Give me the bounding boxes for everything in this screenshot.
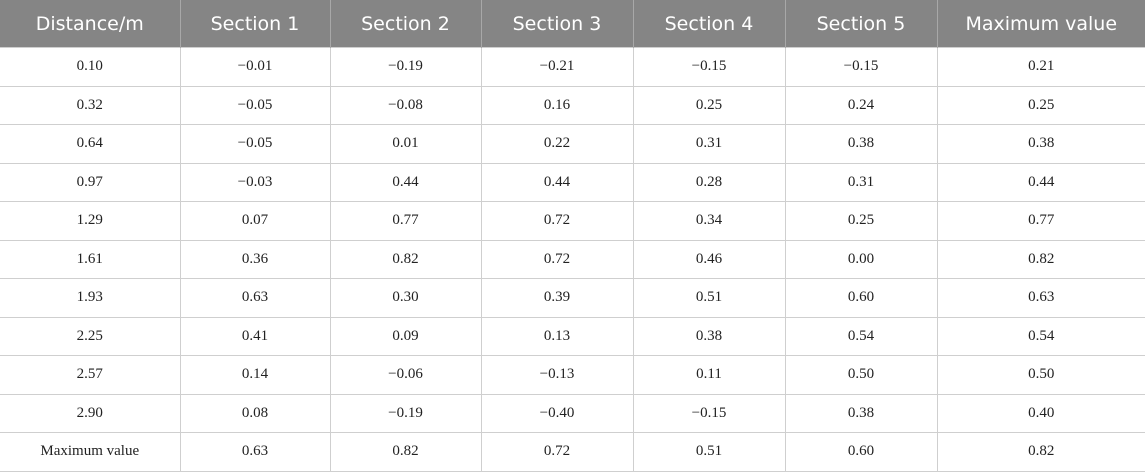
table-cell: 0.38	[936, 124, 1145, 164]
table-cell: 0.72	[480, 432, 634, 472]
table-cell: 0.25	[784, 201, 938, 241]
table-cell: 2.57	[0, 355, 181, 395]
table-cell: −0.13	[480, 355, 634, 395]
table-cell: 0.38	[632, 316, 786, 356]
table-row: 2.25 0.41 0.09 0.13 0.38 0.54 0.54	[0, 316, 1145, 356]
table-cell: 0.46	[632, 239, 786, 279]
table-cell: 1.61	[0, 239, 181, 279]
table-cell: 1.29	[0, 201, 181, 241]
table-cell: 0.60	[784, 278, 938, 318]
table-cell: 0.63	[179, 278, 331, 318]
table-cell: 0.13	[480, 316, 634, 356]
table-cell: 0.01	[329, 124, 482, 164]
table-cell: 0.08	[179, 393, 331, 433]
header-cell: Distance/m	[0, 0, 181, 48]
table-cell: 0.63	[179, 432, 331, 472]
table-cell: 0.63	[936, 278, 1145, 318]
table-cell: 0.24	[784, 85, 938, 125]
table-cell: 0.54	[936, 316, 1145, 356]
table-cell: −0.15	[784, 47, 938, 87]
table-cell: 0.22	[480, 124, 634, 164]
table-cell: 0.72	[480, 239, 634, 279]
table-cell: 0.82	[936, 432, 1145, 472]
table-cell: 0.14	[179, 355, 331, 395]
table-cell: 0.51	[632, 432, 786, 472]
table-cell: 0.25	[936, 85, 1145, 125]
table-row: 1.29 0.07 0.77 0.72 0.34 0.25 0.77	[0, 201, 1145, 241]
table-cell: 0.00	[784, 239, 938, 279]
table-cell: 0.50	[936, 355, 1145, 395]
table-cell: 0.38	[784, 124, 938, 164]
table-row: 1.93 0.63 0.30 0.39 0.51 0.60 0.63	[0, 278, 1145, 318]
table-cell: 0.44	[480, 162, 634, 202]
table-cell: −0.21	[480, 47, 634, 87]
table-cell: 0.40	[936, 393, 1145, 433]
table-cell: 2.90	[0, 393, 181, 433]
header-cell: Section 5	[785, 0, 938, 48]
table-cell: −0.19	[329, 47, 482, 87]
table-cell: 0.82	[936, 239, 1145, 279]
table-cell: 0.30	[329, 278, 482, 318]
table-cell: 0.10	[0, 47, 181, 87]
header-cell: Section 2	[330, 0, 482, 48]
table-row: 0.64 −0.05 0.01 0.22 0.31 0.38 0.38	[0, 124, 1145, 164]
table-row: 0.32 −0.05 −0.08 0.16 0.25 0.24 0.25	[0, 85, 1145, 125]
header-cell: Section 3	[481, 0, 634, 48]
table-cell: 0.32	[0, 85, 181, 125]
table-row: Maximum value 0.63 0.82 0.72 0.51 0.60 0.82	[0, 432, 1145, 472]
table-cell: 0.25	[632, 85, 786, 125]
table-cell: 0.28	[632, 162, 786, 202]
table-cell: −0.40	[480, 393, 634, 433]
table-cell: 0.38	[784, 393, 938, 433]
table-cell: 0.51	[632, 278, 786, 318]
table-cell: 0.39	[480, 278, 634, 318]
table-cell: −0.01	[179, 47, 331, 87]
table-row: 1.61 0.36 0.82 0.72 0.46 0.00 0.82	[0, 239, 1145, 279]
table-cell: 0.11	[632, 355, 786, 395]
table-cell: 0.82	[329, 239, 482, 279]
table-cell: 0.41	[179, 316, 331, 356]
table-cell: 1.93	[0, 278, 181, 318]
header-cell: Section 1	[180, 0, 331, 48]
table-cell: 0.77	[329, 201, 482, 241]
table-cell: 0.16	[480, 85, 634, 125]
table-cell: −0.03	[179, 162, 331, 202]
table-cell: −0.08	[329, 85, 482, 125]
table-cell: 0.44	[329, 162, 482, 202]
table-body: 0.10 −0.01 −0.19 −0.21 −0.15 −0.15 0.21 0.32 −0.…	[0, 47, 1145, 472]
header-row: Distance/m Section 1 Section 2 Section 3 Sec…	[0, 0, 1145, 48]
table-cell: 0.36	[179, 239, 331, 279]
table-cell: 0.50	[784, 355, 938, 395]
table-cell: 0.09	[329, 316, 482, 356]
table-cell: 0.34	[632, 201, 786, 241]
table-cell: −0.19	[329, 393, 482, 433]
table-cell: 0.54	[784, 316, 938, 356]
table-cell: 0.82	[329, 432, 482, 472]
table-cell: −0.06	[329, 355, 482, 395]
table-cell: 0.77	[936, 201, 1145, 241]
table-cell: −0.15	[632, 393, 786, 433]
table-row: 0.10 −0.01 −0.19 −0.21 −0.15 −0.15 0.21	[0, 47, 1145, 87]
table-cell: 0.72	[480, 201, 634, 241]
table-cell: −0.05	[179, 124, 331, 164]
table-cell: −0.15	[632, 47, 786, 87]
table-cell: 0.31	[784, 162, 938, 202]
table-row: 2.57 0.14 −0.06 −0.13 0.11 0.50 0.50	[0, 355, 1145, 395]
table-cell: 0.97	[0, 162, 181, 202]
table-cell: Maximum value	[0, 432, 181, 472]
table-cell: 0.31	[632, 124, 786, 164]
table-cell: 0.07	[179, 201, 331, 241]
table-cell: 0.44	[936, 162, 1145, 202]
table-cell: 0.60	[784, 432, 938, 472]
table-cell: −0.05	[179, 85, 331, 125]
table-row: 0.97 −0.03 0.44 0.44 0.28 0.31 0.44	[0, 162, 1145, 202]
header-cell: Maximum value	[937, 0, 1145, 48]
table-row: 2.90 0.08 −0.19 −0.40 −0.15 0.38 0.40	[0, 393, 1145, 433]
table-cell: 0.64	[0, 124, 181, 164]
table-cell: 2.25	[0, 316, 181, 356]
table-cell: 0.21	[936, 47, 1145, 87]
header-cell: Section 4	[633, 0, 786, 48]
